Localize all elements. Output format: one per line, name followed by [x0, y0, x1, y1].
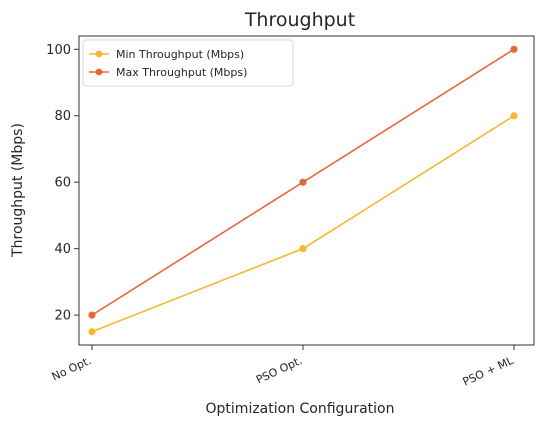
legend-swatch-marker	[95, 68, 103, 76]
legend-label: Min Throughput (Mbps)	[116, 48, 244, 61]
x-tick-label: PSO Opt.	[254, 354, 304, 387]
y-tick-label: 40	[54, 242, 71, 257]
data-point	[88, 328, 96, 336]
legend-box	[82, 39, 294, 87]
legend-swatch-marker	[95, 50, 103, 58]
legend: Min Throughput (Mbps) Max Throughput (Mbp…	[82, 39, 294, 87]
y-tick-label: 100	[46, 43, 71, 58]
y-tick-label: 60	[54, 176, 71, 191]
data-point	[299, 245, 307, 253]
series-layer	[88, 45, 518, 336]
x-axis: No Opt. PSO Opt. PSO + ML	[50, 345, 516, 389]
y-axis: 20 40 60 80 100	[46, 43, 79, 324]
x-tick-label: PSO + ML	[461, 354, 516, 389]
y-tick-label: 80	[54, 109, 71, 124]
data-point	[299, 178, 307, 186]
x-axis-title: Optimization Configuration	[206, 401, 395, 417]
y-tick-label: 20	[54, 309, 71, 324]
legend-label: Max Throughput (Mbps)	[116, 66, 247, 79]
data-point	[88, 311, 96, 319]
chart-title: Throughput	[244, 9, 355, 31]
plot-frame	[78, 35, 535, 346]
data-point	[510, 112, 518, 120]
x-tick-label: No Opt.	[50, 354, 93, 383]
series-line	[91, 115, 515, 333]
data-point	[510, 45, 518, 53]
y-axis-title: Throughput (Mbps)	[10, 123, 26, 258]
